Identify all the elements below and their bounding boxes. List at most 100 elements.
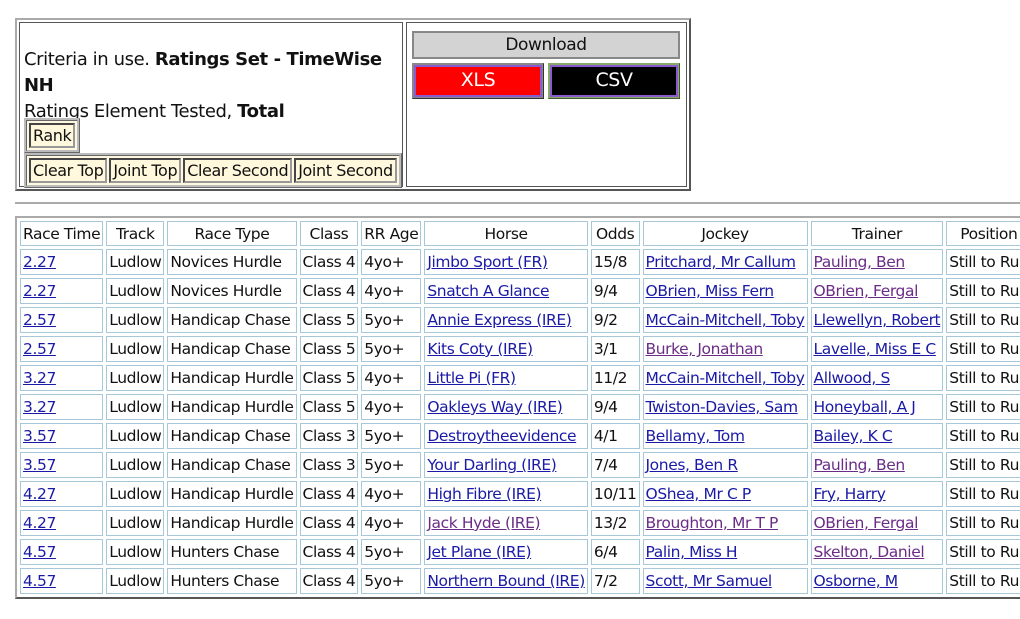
horse-link[interactable]: Jimbo Sport (FR) <box>427 253 548 271</box>
filter-group: Clear Top Joint Top Clear Second Joint S… <box>24 153 402 188</box>
trainer-link[interactable]: Honeyball, A J <box>813 398 916 416</box>
cell-horse: Jet Plane (IRE) <box>424 539 588 565</box>
header-race-time: Race Time <box>20 221 104 246</box>
download-title: Download <box>412 31 680 59</box>
horse-link[interactable]: Little Pi (FR) <box>427 369 516 387</box>
jockey-link[interactable]: Bellamy, Tom <box>645 427 745 445</box>
trainer-link[interactable]: OBrien, Fergal <box>813 282 919 300</box>
trainer-link[interactable]: Bailey, K C <box>813 427 893 445</box>
cell-horse: Annie Express (IRE) <box>424 307 588 333</box>
table-row: 3.57 Ludlow Handicap Chase Class 3 5yo+ Your … <box>20 452 1020 478</box>
jockey-link[interactable]: Burke, Jonathan <box>645 340 764 358</box>
cell-race-type: Hunters Chase <box>167 568 297 594</box>
clear-top-button[interactable]: Clear Top <box>29 158 108 183</box>
cell-class: Class 3 <box>299 423 359 449</box>
trainer-link[interactable]: Osborne, M <box>813 572 899 590</box>
ratings-element: Total <box>237 101 285 122</box>
header-track: Track <box>106 221 165 246</box>
cell-position: Still to Run <box>946 510 1020 536</box>
trainer-link[interactable]: Allwood, S <box>813 369 891 387</box>
trainer-link[interactable]: Llewellyn, Robert <box>813 311 941 329</box>
cell-position: Still to Run <box>946 336 1020 362</box>
joint-top-button[interactable]: Joint Top <box>109 158 182 183</box>
horse-link[interactable]: Jack Hyde (IRE) <box>427 514 541 532</box>
cell-horse: Kits Coty (IRE) <box>424 336 588 362</box>
cell-horse: Jack Hyde (IRE) <box>424 510 588 536</box>
cell-position: Still to Run <box>946 249 1020 275</box>
xls-download-button[interactable]: XLS <box>412 63 544 99</box>
trainer-link[interactable]: Pauling, Ben <box>813 253 906 271</box>
cell-class: Class 4 <box>299 249 359 275</box>
cell-race-type: Handicap Hurdle <box>167 365 297 391</box>
joint-second-button[interactable]: Joint Second <box>294 158 397 183</box>
cell-trainer: Fry, Harry <box>810 481 944 507</box>
jockey-link[interactable]: Palin, Miss H <box>645 543 738 561</box>
race-time-link[interactable]: 4.27 <box>23 514 56 532</box>
cell-position: Still to Run <box>946 307 1020 333</box>
jockey-link[interactable]: OShea, Mr C P <box>645 485 752 503</box>
clear-second-button[interactable]: Clear Second <box>183 158 293 183</box>
jockey-link[interactable]: Scott, Mr Samuel <box>645 572 773 590</box>
cell-race-time: 3.57 <box>20 423 104 449</box>
cell-horse: Jimbo Sport (FR) <box>424 249 588 275</box>
table-row: 4.27 Ludlow Handicap Hurdle Class 4 4yo+ High… <box>20 481 1020 507</box>
cell-race-time: 4.57 <box>20 568 104 594</box>
trainer-link[interactable]: Pauling, Ben <box>813 456 906 474</box>
jockey-link[interactable]: Pritchard, Mr Callum <box>645 253 796 271</box>
cell-odds: 9/2 <box>590 307 640 333</box>
horse-link[interactable]: Destroytheevidence <box>427 427 577 445</box>
trainer-link[interactable]: OBrien, Fergal <box>813 514 919 532</box>
jockey-link[interactable]: McCain-Mitchell, Toby <box>645 369 805 387</box>
ratings-set: Ratings Set - TimeWise NH <box>24 49 382 96</box>
cell-horse: Little Pi (FR) <box>424 365 588 391</box>
race-time-link[interactable]: 2.27 <box>23 282 56 300</box>
horse-link[interactable]: High Fibre (IRE) <box>427 485 542 503</box>
rank-button[interactable]: Rank <box>29 123 76 148</box>
race-time-link[interactable]: 3.27 <box>23 398 56 416</box>
race-time-link[interactable]: 2.57 <box>23 340 56 358</box>
race-time-link[interactable]: 4.57 <box>23 543 56 561</box>
trainer-link[interactable]: Skelton, Daniel <box>813 543 925 561</box>
cell-odds: 7/2 <box>590 568 640 594</box>
cell-jockey: McCain-Mitchell, Toby <box>642 307 808 333</box>
horse-link[interactable]: Annie Express (IRE) <box>427 311 572 329</box>
horse-link[interactable]: Oakleys Way (IRE) <box>427 398 563 416</box>
race-time-link[interactable]: 2.57 <box>23 311 56 329</box>
horse-link[interactable]: Snatch A Glance <box>427 282 550 300</box>
jockey-link[interactable]: Jones, Ben R <box>645 456 739 474</box>
cell-track: Ludlow <box>106 568 165 594</box>
table-row: 4.57 Ludlow Hunters Chase Class 4 5yo+ Jet Pl… <box>20 539 1020 565</box>
race-time-link[interactable]: 4.27 <box>23 485 56 503</box>
csv-download-button[interactable]: CSV <box>548 63 680 99</box>
cell-rr-age: 5yo+ <box>361 568 422 594</box>
trainer-link[interactable]: Lavelle, Miss E C <box>813 340 937 358</box>
cell-rr-age: 5yo+ <box>361 452 422 478</box>
jockey-link[interactable]: McCain-Mitchell, Toby <box>645 311 805 329</box>
cell-odds: 7/4 <box>590 452 640 478</box>
table-row: 3.27 Ludlow Handicap Hurdle Class 5 4yo+ Oakl… <box>20 394 1020 420</box>
cell-class: Class 4 <box>299 539 359 565</box>
cell-trainer: Llewellyn, Robert <box>810 307 944 333</box>
cell-rr-age: 4yo+ <box>361 394 422 420</box>
cell-rr-age: 5yo+ <box>361 307 422 333</box>
race-time-link[interactable]: 3.57 <box>23 427 56 445</box>
cell-track: Ludlow <box>106 249 165 275</box>
race-time-link[interactable]: 4.57 <box>23 572 56 590</box>
criteria-label: Criteria in use. <box>24 49 155 70</box>
cell-jockey: Jones, Ben R <box>642 452 808 478</box>
race-time-link[interactable]: 3.57 <box>23 456 56 474</box>
horse-link[interactable]: Your Darling (IRE) <box>427 456 557 474</box>
trainer-link[interactable]: Fry, Harry <box>813 485 886 503</box>
cell-horse: Your Darling (IRE) <box>424 452 588 478</box>
jockey-link[interactable]: Twiston-Davies, Sam <box>645 398 799 416</box>
cell-horse: Northern Bound (IRE) <box>424 568 588 594</box>
jockey-link[interactable]: Broughton, Mr T P <box>645 514 779 532</box>
horse-link[interactable]: Jet Plane (IRE) <box>427 543 532 561</box>
cell-track: Ludlow <box>106 278 165 304</box>
cell-race-type: Handicap Chase <box>167 452 297 478</box>
horse-link[interactable]: Northern Bound (IRE) <box>427 572 585 590</box>
race-time-link[interactable]: 3.27 <box>23 369 56 387</box>
race-time-link[interactable]: 2.27 <box>23 253 56 271</box>
jockey-link[interactable]: OBrien, Miss Fern <box>645 282 775 300</box>
horse-link[interactable]: Kits Coty (IRE) <box>427 340 533 358</box>
